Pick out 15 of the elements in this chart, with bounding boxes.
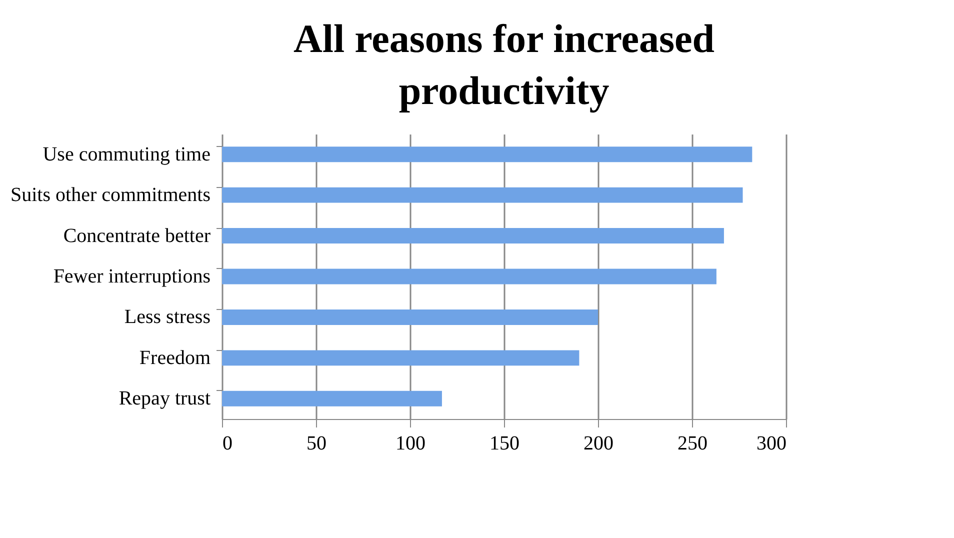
chart-title: All reasons for increased productivity [293, 16, 715, 113]
y-tick-label: Use commuting time [42, 143, 211, 166]
y-tick-label: Freedom [139, 346, 211, 369]
x-tick-label: 200 [584, 432, 614, 454]
x-tick-label: 50 [306, 432, 326, 454]
x-tick-label: 150 [490, 432, 520, 454]
y-tick-label: Repay trust [118, 388, 211, 410]
y-tick-label: Concentrate better [63, 224, 211, 247]
y-tick-label: Less stress [124, 306, 211, 328]
x-tick-label: 100 [396, 432, 426, 454]
x-tick-label: 300 [756, 432, 786, 454]
y-tick-label: Fewer interruptions [53, 266, 211, 288]
x-tick-label: 0 [222, 432, 232, 454]
y-tick-label: Suits other commitments [10, 184, 211, 206]
x-tick-label: 250 [678, 432, 708, 454]
